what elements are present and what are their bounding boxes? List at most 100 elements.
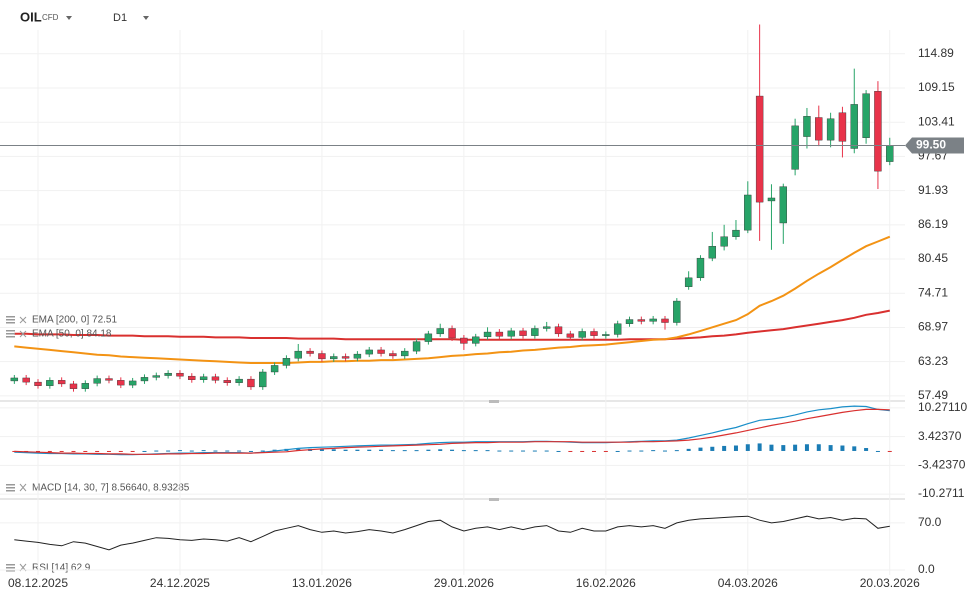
- legend-icon: [6, 319, 15, 321]
- macd-histogram-bar: [189, 450, 194, 452]
- y-tick-label: 109.15: [918, 80, 955, 94]
- macd-histogram-bar: [710, 446, 715, 451]
- macd-histogram-bar: [260, 450, 265, 452]
- candle-body: [436, 328, 444, 335]
- macd-histogram-bar: [71, 450, 76, 452]
- y-tick-label: 91.93: [918, 183, 948, 197]
- legend-icon: [6, 333, 15, 335]
- candle-body: [815, 117, 823, 141]
- legend-entry[interactable]: EMA [50, 0] 84.18: [6, 329, 112, 340]
- y-tick-label: -10.2711: [918, 486, 965, 500]
- candle-body: [637, 319, 646, 322]
- macd-histogram-bar: [485, 450, 490, 452]
- candle-body: [235, 378, 243, 383]
- candle-body: [767, 197, 776, 202]
- ema-line: [14, 235, 891, 364]
- macd-histogram-bar: [674, 450, 679, 452]
- candle-body: [69, 383, 78, 389]
- macd-histogram-bar: [426, 449, 431, 451]
- candle-body: [34, 381, 42, 386]
- macd-histogram-bar: [36, 450, 40, 452]
- candle-body: [755, 95, 764, 203]
- macd-histogram-bar: [272, 449, 277, 451]
- candle-body: [448, 328, 456, 339]
- candle-body: [117, 380, 125, 386]
- x-tick-label: 13.01.2026: [292, 576, 352, 590]
- instrument-type: CFD: [42, 13, 59, 22]
- candle-body: [720, 236, 728, 247]
- candle-body: [590, 331, 598, 336]
- legend-remove: [19, 330, 27, 338]
- macd-histogram-bar: [225, 450, 230, 452]
- candle-body: [744, 194, 752, 231]
- macd-histogram-bar: [402, 450, 407, 452]
- macd-histogram-bar: [130, 450, 135, 452]
- y-tick-label: 57.49: [918, 388, 948, 402]
- candle-body: [365, 349, 373, 355]
- candle-body: [353, 353, 362, 359]
- macd-histogram-bar: [592, 450, 597, 452]
- candle-body: [803, 116, 811, 137]
- y-tick-label: 10.27110: [918, 400, 967, 414]
- legend-label: EMA [50, 0] 84.18: [32, 329, 112, 340]
- candle-body: [294, 350, 302, 359]
- symbol[interactable]: OIL: [20, 9, 42, 24]
- candle-body: [673, 300, 681, 323]
- macd-histogram-bar: [106, 450, 111, 452]
- macd-histogram-bar: [568, 450, 573, 452]
- macd-histogram-bar: [852, 446, 857, 451]
- candle-body: [613, 323, 622, 335]
- rsi-line: [14, 515, 890, 551]
- candle-body: [696, 257, 705, 279]
- candle-body: [259, 371, 267, 388]
- candle-body: [46, 380, 54, 386]
- macd-histogram-bar: [47, 450, 52, 452]
- candle-body: [531, 328, 539, 336]
- macd-histogram-bar: [556, 450, 561, 452]
- macd-histogram-bar: [793, 444, 798, 451]
- price-tag: [905, 137, 964, 154]
- macd-histogram-bar: [887, 450, 892, 452]
- x-tick-label: 16.02.2026: [576, 576, 636, 590]
- symbol-dropdown[interactable]: [66, 16, 72, 20]
- macd-histogram-bar: [745, 444, 750, 451]
- macd-histogram-bar: [379, 449, 384, 451]
- macd-histogram-bar: [662, 450, 667, 452]
- macd-legend-icons[interactable]: [6, 483, 27, 492]
- y-tick-label: 63.23: [918, 354, 948, 368]
- resize-handle[interactable]: [489, 498, 499, 501]
- legend-icon: [6, 316, 15, 318]
- macd-histogram-bar: [781, 445, 786, 451]
- macd-histogram-bar: [627, 450, 632, 452]
- candle-body: [188, 375, 196, 380]
- legend-icon: [6, 330, 15, 332]
- candle-body: [732, 229, 740, 237]
- timeframe-dropdown[interactable]: [143, 16, 149, 20]
- candle-body: [318, 353, 326, 360]
- legend-entry[interactable]: EMA [200, 0] 72.51: [6, 315, 117, 326]
- candle-body: [401, 350, 409, 357]
- timeframe[interactable]: D1: [113, 12, 127, 24]
- price-tag-label: 99.50: [916, 138, 946, 152]
- resize-handle[interactable]: [489, 400, 499, 403]
- candle-body: [57, 380, 66, 385]
- macd-histogram-bar: [213, 450, 218, 452]
- macd-histogram-bar: [816, 444, 821, 451]
- macd-histogram-bar: [733, 445, 738, 451]
- candle-body: [223, 380, 231, 383]
- candle-body: [791, 125, 799, 170]
- macd-histogram-bar: [769, 444, 774, 451]
- macd-histogram-bar: [331, 449, 336, 451]
- candle-body: [826, 118, 835, 141]
- macd-histogram-bar: [95, 450, 100, 452]
- candle-body: [850, 104, 858, 149]
- macd-line: [14, 408, 890, 455]
- macd-histogram-bar: [166, 450, 171, 452]
- macd-histogram-bar: [355, 449, 360, 451]
- candle-body: [247, 378, 255, 388]
- macd-histogram-bar: [201, 450, 206, 452]
- candle-body: [424, 333, 433, 342]
- candle-body: [495, 331, 504, 337]
